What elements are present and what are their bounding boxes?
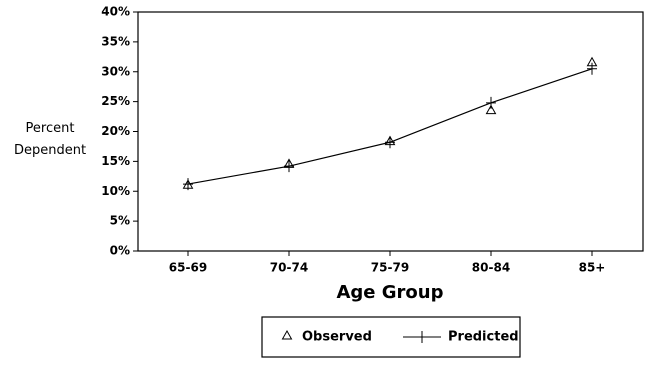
data-point [486, 96, 496, 109]
x-tick-label: 85+ [579, 261, 606, 275]
x-tick-label: 80-84 [472, 261, 510, 275]
y-axis-label: Percent Dependent [13, 121, 87, 158]
data-point [183, 178, 193, 191]
x-tick-label: 65-69 [169, 261, 207, 275]
y-tick-label: 25% [101, 94, 130, 108]
y-tick-label: 30% [101, 64, 130, 78]
legend-label: Observed [302, 330, 372, 345]
y-tick-label: 10% [101, 184, 130, 198]
y-tick-label: 35% [101, 34, 130, 48]
data-point [385, 136, 395, 149]
data-point [587, 62, 597, 75]
x-tick-label: 70-74 [270, 261, 308, 275]
y-tick-label: 40% [101, 5, 130, 19]
data-point [485, 104, 497, 115]
legend-marker [281, 329, 293, 340]
legend-box [261, 316, 521, 358]
plot-frame [137, 11, 644, 252]
y-tick-label: 5% [110, 214, 130, 228]
y-tick-label: 20% [101, 124, 130, 138]
x-axis-label: Age Group [336, 282, 443, 303]
legend-label: Predicted [448, 330, 519, 345]
series-line [187, 68, 593, 185]
y-tick-label: 0% [110, 244, 130, 258]
y-tick-label: 15% [101, 154, 130, 168]
legend-marker [417, 331, 427, 343]
data-point [284, 160, 294, 173]
x-tick-label: 75-79 [371, 261, 409, 275]
